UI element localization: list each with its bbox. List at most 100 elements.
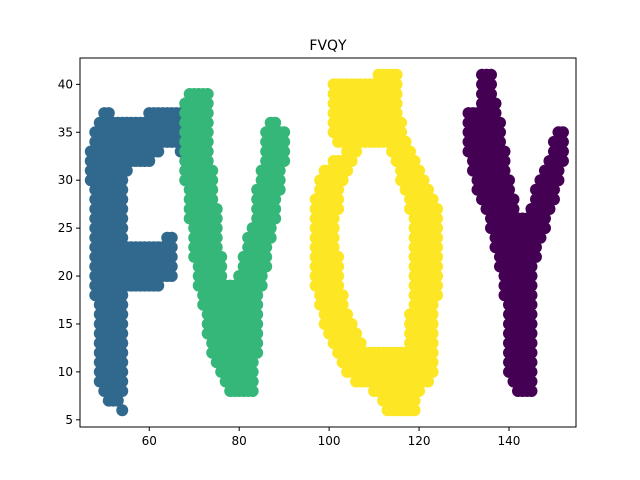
- scatter-point: [431, 250, 444, 263]
- scatter-point: [413, 385, 426, 398]
- scatter-point: [426, 308, 439, 321]
- scatter-point: [165, 250, 178, 263]
- scatter-point: [246, 356, 259, 369]
- scatter-point: [485, 87, 498, 100]
- scatter-point: [215, 260, 228, 273]
- scatter-point: [246, 365, 259, 378]
- scatter-point: [143, 155, 156, 168]
- scatter-point: [485, 68, 498, 81]
- scatter-point: [422, 375, 435, 388]
- scatter-point: [278, 155, 291, 168]
- scatter-point: [111, 394, 124, 407]
- scatter-point: [503, 183, 515, 196]
- scatter-point: [269, 212, 282, 225]
- scatter-point: [556, 155, 569, 168]
- scatter-point: [116, 202, 129, 215]
- scatter-point: [269, 116, 282, 129]
- plot-points: [84, 68, 569, 417]
- scatter-point: [422, 183, 435, 196]
- scatter-point: [210, 231, 223, 244]
- scatter-point: [273, 164, 286, 177]
- scatter-point: [426, 327, 439, 340]
- scatter-point: [552, 164, 565, 177]
- scatter-point: [251, 298, 264, 311]
- scatter-point: [206, 183, 219, 196]
- y-tick-label: 40: [58, 77, 73, 91]
- scatter-point: [269, 202, 282, 215]
- scatter-point: [489, 107, 502, 120]
- scatter-point: [547, 193, 560, 206]
- scatter-point: [543, 202, 556, 215]
- series-3: [309, 68, 444, 417]
- scatter-point: [426, 365, 439, 378]
- scatter-point: [431, 270, 444, 283]
- scatter-point: [341, 164, 354, 177]
- y-tick-label: 30: [58, 173, 73, 187]
- scatter-point: [525, 385, 538, 398]
- scatter-point: [210, 241, 223, 254]
- scatter-point: [556, 126, 569, 139]
- scatter-point: [431, 289, 444, 302]
- scatter-point: [408, 404, 421, 417]
- scatter-point: [350, 145, 363, 158]
- scatter-point: [417, 174, 430, 187]
- scatter-point: [332, 193, 345, 206]
- scatter-point: [116, 404, 129, 417]
- scatter-point: [206, 174, 219, 187]
- scatter-point: [251, 289, 264, 302]
- scatter-point: [201, 107, 214, 120]
- scatter-point: [327, 212, 340, 225]
- scatter-point: [264, 231, 277, 244]
- chart-title: FVQY: [309, 38, 347, 54]
- scatter-point: [525, 279, 538, 292]
- scatter-point: [116, 289, 129, 302]
- scatter-point: [327, 231, 340, 244]
- scatter-point: [390, 68, 403, 81]
- scatter-point: [426, 337, 439, 350]
- scatter-point: [525, 298, 538, 311]
- scatter-point: [116, 298, 129, 311]
- scatter-point: [426, 193, 439, 206]
- scatter-point: [152, 145, 165, 158]
- scatter-point: [538, 212, 551, 225]
- scatter-point: [332, 260, 345, 273]
- scatter-point: [529, 250, 542, 263]
- scatter-point: [556, 135, 569, 148]
- scatter-point: [345, 317, 358, 330]
- scatter-point: [116, 337, 129, 350]
- scatter-point: [210, 222, 223, 235]
- scatter-point: [494, 135, 506, 148]
- scatter-point: [431, 260, 444, 273]
- scatter-point: [215, 270, 228, 283]
- scatter-point: [525, 289, 538, 302]
- scatter-point: [336, 298, 349, 311]
- scatter-point: [116, 174, 129, 187]
- y-tick-label: 15: [58, 317, 73, 331]
- series-4: [462, 68, 569, 398]
- scatter-point: [395, 116, 408, 129]
- x-axis: 60 80 100 120 140: [142, 427, 520, 448]
- scatter-point: [534, 231, 547, 244]
- scatter-point: [165, 231, 178, 244]
- scatter-point: [210, 212, 223, 225]
- scatter-point: [165, 241, 178, 254]
- scatter-point: [426, 356, 439, 369]
- x-tick-label: 100: [318, 434, 341, 448]
- scatter-point: [525, 365, 538, 378]
- scatter-point: [201, 87, 214, 100]
- scatter-point: [431, 212, 444, 225]
- scatter-point: [273, 183, 286, 196]
- scatter-point: [395, 126, 408, 139]
- scatter-point: [201, 126, 214, 139]
- scatter-point: [201, 155, 214, 168]
- scatter-point: [116, 231, 129, 244]
- scatter-point: [336, 174, 349, 187]
- scatter-point: [251, 317, 264, 330]
- scatter-point: [152, 279, 165, 292]
- scatter-point: [538, 222, 551, 235]
- scatter-point: [116, 327, 129, 340]
- series-1: [84, 107, 187, 417]
- scatter-point: [399, 135, 412, 148]
- scatter-point: [485, 78, 498, 91]
- scatter-point: [494, 126, 506, 139]
